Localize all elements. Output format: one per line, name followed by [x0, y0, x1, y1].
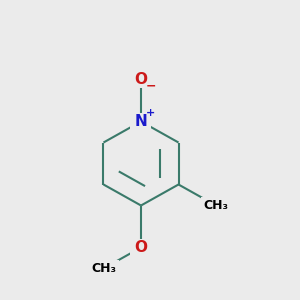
FancyBboxPatch shape	[201, 197, 231, 214]
Text: +: +	[146, 107, 155, 118]
FancyBboxPatch shape	[130, 239, 152, 256]
Text: N: N	[135, 114, 147, 129]
Text: CH₃: CH₃	[91, 262, 116, 275]
Text: CH₃: CH₃	[203, 199, 229, 212]
FancyBboxPatch shape	[88, 260, 119, 277]
Text: O: O	[134, 240, 148, 255]
FancyBboxPatch shape	[130, 71, 152, 88]
Text: O: O	[134, 72, 148, 87]
Text: −: −	[145, 80, 156, 93]
FancyBboxPatch shape	[130, 113, 152, 130]
